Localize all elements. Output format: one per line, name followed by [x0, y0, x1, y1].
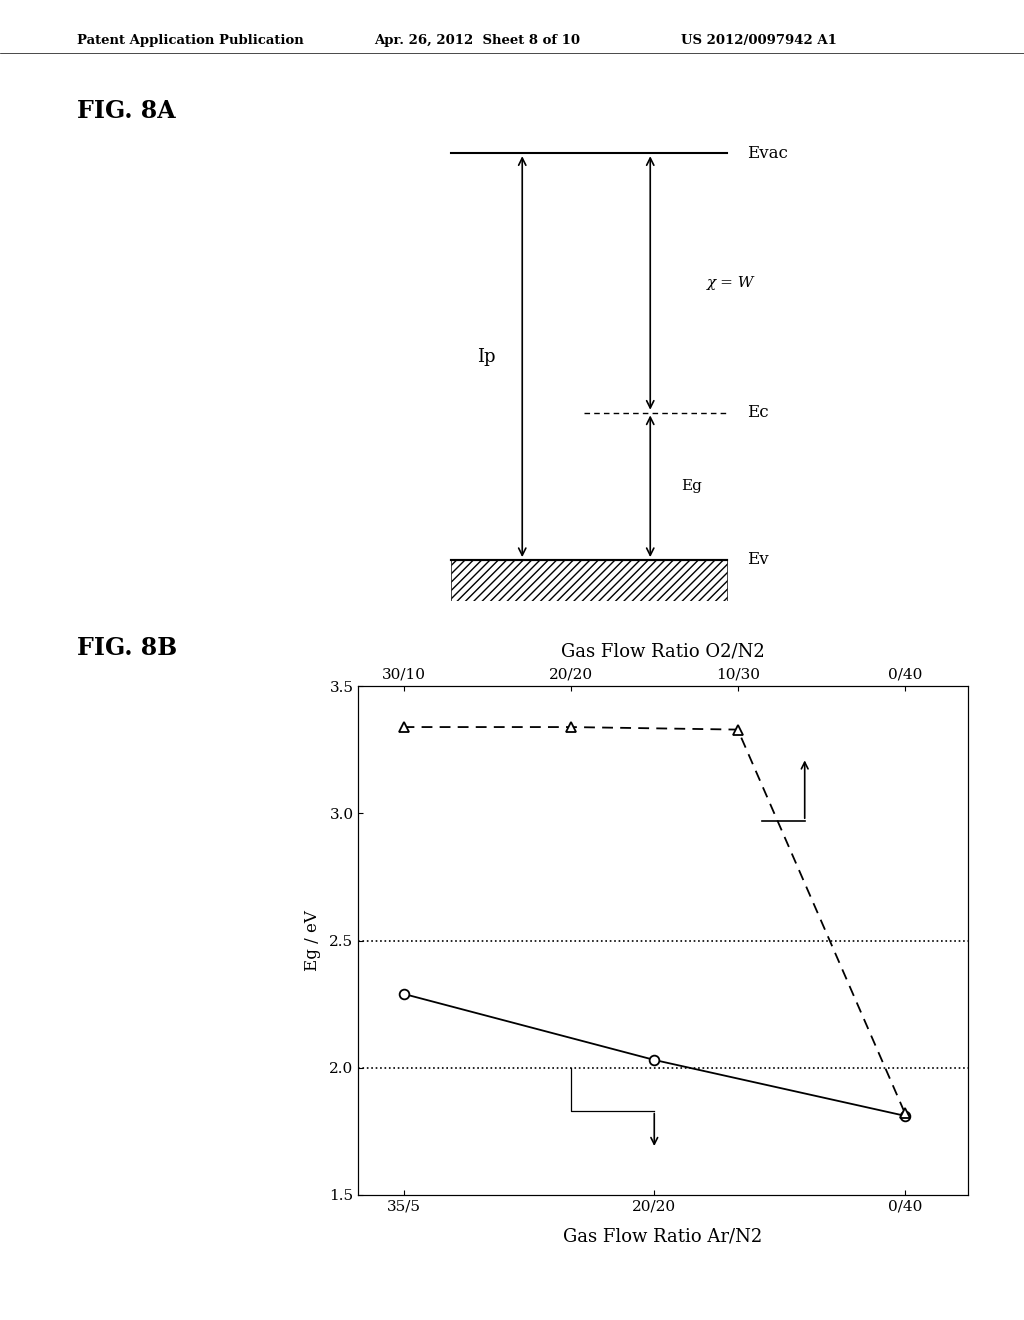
Y-axis label: Eg / eV: Eg / eV	[304, 909, 321, 972]
Text: Ip: Ip	[477, 347, 496, 366]
Text: Ec: Ec	[748, 404, 769, 421]
Text: Evac: Evac	[748, 145, 788, 162]
Text: Patent Application Publication: Patent Application Publication	[77, 33, 303, 46]
Text: US 2012/0097942 A1: US 2012/0097942 A1	[681, 33, 837, 46]
X-axis label: Gas Flow Ratio O2/N2: Gas Flow Ratio O2/N2	[561, 643, 765, 660]
Text: χ = W: χ = W	[707, 276, 754, 290]
Text: FIG. 8B: FIG. 8B	[77, 636, 177, 660]
Text: Eg: Eg	[681, 479, 701, 494]
Text: FIG. 8A: FIG. 8A	[77, 99, 175, 123]
Text: Apr. 26, 2012  Sheet 8 of 10: Apr. 26, 2012 Sheet 8 of 10	[374, 33, 580, 46]
Bar	[451, 560, 727, 601]
Text: Ev: Ev	[748, 552, 769, 569]
X-axis label: Gas Flow Ratio Ar/N2: Gas Flow Ratio Ar/N2	[563, 1228, 763, 1245]
